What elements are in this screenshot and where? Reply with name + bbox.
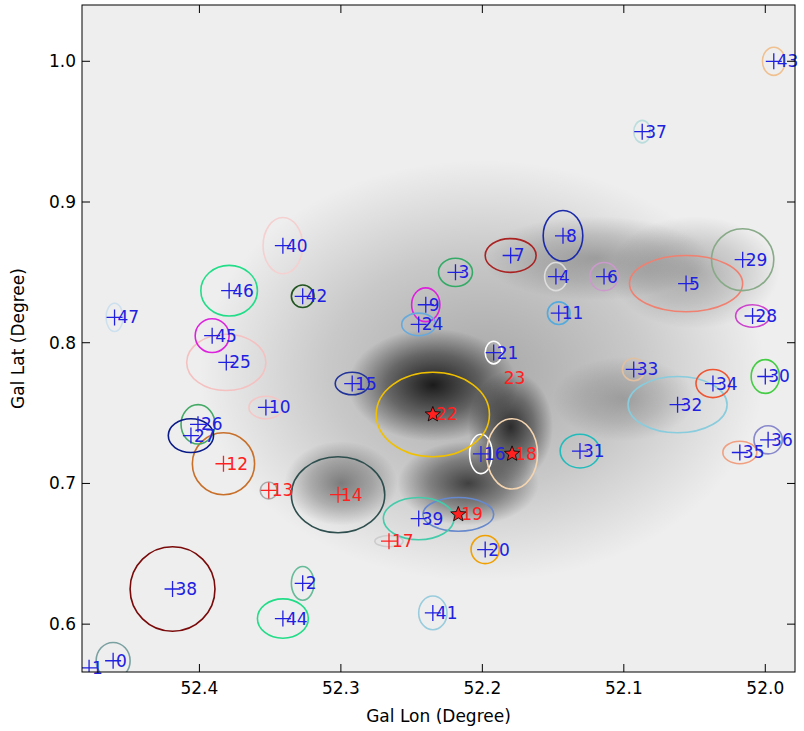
source-label: 22	[436, 404, 458, 424]
x-tick	[340, 5, 341, 672]
source-label: 34	[716, 374, 738, 394]
x-tick	[482, 5, 483, 672]
source-label: 44	[286, 609, 308, 629]
source-label: 33	[637, 359, 659, 379]
source-label: 8	[566, 226, 577, 246]
source-label: 12	[226, 454, 248, 474]
contour	[130, 547, 215, 631]
source-label: 35	[743, 442, 765, 462]
source-label: 10	[269, 397, 291, 417]
y-tick-label: 0.9	[49, 192, 76, 212]
source-label: 28	[756, 306, 778, 326]
x-tick-label: 52.3	[322, 678, 360, 698]
emission	[284, 441, 397, 525]
y-tick-label: 0.8	[49, 333, 76, 353]
contour	[712, 229, 774, 291]
source-label: 6	[607, 267, 618, 287]
x-tick	[765, 5, 766, 672]
source-label: 37	[645, 122, 667, 142]
source-label: 5	[689, 274, 700, 294]
y-tick-label: 0.6	[49, 614, 76, 634]
contour	[201, 265, 258, 316]
x-tick	[199, 5, 200, 672]
x-tick	[623, 5, 624, 672]
source-label: 25	[229, 352, 251, 372]
y-tick	[82, 61, 795, 62]
y-tick	[82, 342, 795, 343]
source-label: 19	[461, 504, 483, 524]
source-label: 42	[306, 286, 328, 306]
contour	[257, 599, 308, 638]
plot-background	[82, 5, 795, 672]
source-label: 39	[422, 509, 444, 529]
contour	[543, 210, 583, 261]
source-label: 15	[355, 374, 377, 394]
x-tick-label: 52.1	[605, 678, 643, 698]
source-label: 21	[497, 343, 519, 363]
emission	[610, 216, 780, 329]
plot-frame	[82, 5, 795, 672]
source-label: 41	[436, 603, 458, 623]
axes: 52.4 52.3 52.2 52.1 52.0 0.6 0.7 0.8 0.9 1.0 Gal L…	[8, 5, 795, 726]
source-label: 24	[422, 314, 444, 334]
source-label: 3	[458, 262, 469, 282]
source-label: 46	[232, 281, 254, 301]
source-label: 23	[504, 368, 526, 388]
contour	[376, 372, 489, 456]
source-label: 27	[194, 426, 216, 446]
source-label: 4	[559, 267, 570, 287]
source-label: 38	[176, 579, 198, 599]
y-tick	[82, 483, 795, 484]
source-label: 31	[583, 441, 605, 461]
emission	[397, 441, 538, 525]
source-label: 1	[92, 658, 103, 678]
x-axis-title: Gal Lon (Degree)	[366, 706, 511, 726]
source-label: 20	[488, 540, 510, 560]
contour	[629, 255, 742, 311]
source-label: 11	[562, 303, 584, 323]
plot-area	[82, 47, 785, 672]
source-label: 9	[429, 295, 440, 315]
emission	[553, 357, 694, 441]
source-label: 36	[771, 430, 793, 450]
x-tick-label: 52.2	[463, 678, 501, 698]
source-label: 18	[515, 444, 537, 464]
source-label: 40	[286, 236, 308, 256]
source-label: 29	[746, 250, 768, 270]
source-label: 0	[116, 651, 127, 671]
source-label: 7	[514, 245, 525, 265]
contour	[590, 263, 618, 291]
y-tick	[82, 202, 795, 203]
emission	[348, 329, 518, 442]
source-label: 47	[118, 307, 140, 327]
source-label: 32	[681, 395, 703, 415]
y-axis-title: Gal Lat (Degree)	[8, 268, 28, 409]
chart: 0123456789101112131415161718192021222324…	[0, 0, 804, 731]
contour	[291, 457, 384, 533]
y-tick-label: 0.7	[49, 473, 76, 493]
contour	[628, 376, 727, 432]
source-label: 2	[306, 573, 317, 593]
source-labels: 0123456789101112131415161718192021222324…	[92, 51, 798, 677]
y-tick-label: 1.0	[49, 51, 76, 71]
source-label: 13	[272, 480, 294, 500]
x-tick-label: 52.0	[746, 678, 784, 698]
source-label: 30	[768, 366, 790, 386]
source-label: 17	[392, 531, 414, 551]
contour	[485, 239, 536, 273]
source-label: 16	[484, 444, 506, 464]
contour	[439, 258, 473, 286]
source-label: 14	[341, 485, 363, 505]
y-tick	[82, 624, 795, 625]
source-label: 45	[215, 326, 237, 346]
x-tick-label: 52.4	[180, 678, 218, 698]
